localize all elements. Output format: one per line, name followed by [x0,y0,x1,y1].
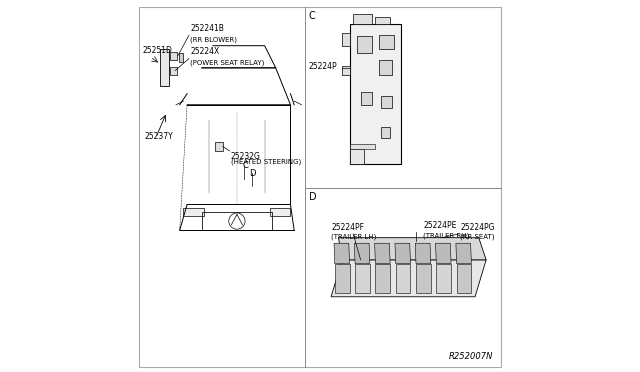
Polygon shape [415,243,431,263]
Text: 25224PE: 25224PE [424,221,457,230]
Bar [342,33,350,46]
Text: D: D [249,169,256,178]
Text: C: C [309,11,316,20]
Polygon shape [416,263,431,293]
Bar [379,35,394,49]
Bar [170,67,177,75]
Polygon shape [374,243,390,263]
Bar [357,36,372,53]
Polygon shape [355,243,370,263]
Text: 25232G: 25232G [230,152,260,161]
Polygon shape [436,243,451,263]
Polygon shape [436,263,451,293]
Bar [270,208,291,215]
Polygon shape [456,243,472,263]
Polygon shape [331,260,486,297]
Text: 25224X: 25224X [190,47,220,56]
Text: (TRAILER RH): (TRAILER RH) [424,232,470,239]
Bar [349,23,401,164]
Polygon shape [395,243,410,263]
Text: (RR BLOWER): (RR BLOWER) [190,36,237,43]
Text: 25251D: 25251D [143,46,173,55]
Text: D: D [309,192,317,202]
Text: C: C [242,161,248,170]
Polygon shape [339,238,486,260]
Text: 252241B: 252241B [190,24,224,33]
Polygon shape [334,243,349,263]
Bar [360,92,372,105]
Text: (POWER SEAT RELAY): (POWER SEAT RELAY) [190,60,264,66]
Polygon shape [396,263,410,293]
Polygon shape [335,263,349,293]
Bar [376,17,390,23]
Bar [379,61,392,75]
Text: R252007N: R252007N [449,352,493,361]
Bar [161,49,168,86]
Text: 25224P: 25224P [309,61,337,71]
Text: (TRAILER LH): (TRAILER LH) [331,234,376,241]
Polygon shape [456,263,472,293]
Bar [179,53,183,62]
Bar [342,66,350,75]
Text: 25224PF: 25224PF [331,223,364,232]
Bar [215,142,223,151]
Bar [349,149,364,164]
Bar [170,52,177,61]
Text: (RR SEAT): (RR SEAT) [460,234,495,241]
Text: (HEATED STEERING): (HEATED STEERING) [230,158,301,165]
Text: 25224PG: 25224PG [460,223,495,232]
Polygon shape [376,263,390,293]
Bar [349,144,376,149]
Bar [184,208,204,215]
Polygon shape [355,263,370,293]
Text: 25237Y: 25237Y [145,132,173,141]
Bar [381,127,390,138]
Bar [353,14,372,23]
Bar [381,96,392,109]
